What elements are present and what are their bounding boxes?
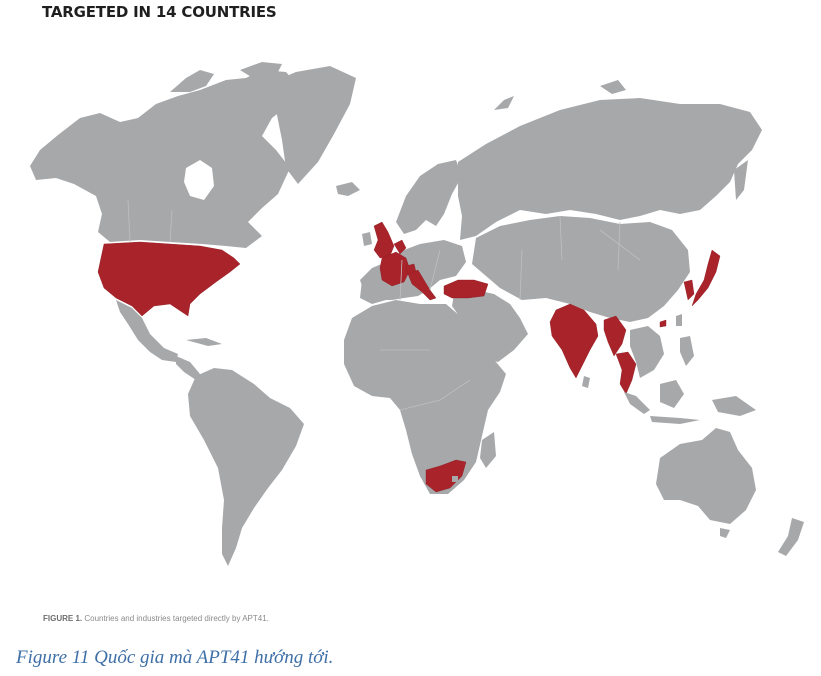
australia bbox=[656, 428, 756, 524]
figure-caption: FIGURE 1. Countries and industries targe… bbox=[43, 614, 269, 623]
map-title: TARGETED IN 14 COUNTRIES bbox=[42, 3, 277, 21]
united-states bbox=[97, 241, 241, 317]
north-america bbox=[30, 62, 300, 380]
russia bbox=[458, 98, 762, 240]
japan bbox=[691, 249, 721, 307]
turkey bbox=[443, 279, 489, 299]
severnaya-zemlya bbox=[600, 80, 626, 94]
south-africa bbox=[425, 459, 467, 493]
middle-east bbox=[452, 290, 528, 362]
africa bbox=[344, 300, 506, 494]
europe bbox=[360, 160, 466, 304]
tasmania bbox=[720, 528, 730, 538]
iceland bbox=[336, 182, 360, 196]
central-asia-china bbox=[472, 216, 690, 322]
java-islands bbox=[650, 416, 700, 424]
netherlands bbox=[393, 239, 407, 255]
myanmar bbox=[603, 315, 627, 357]
arctic-islands bbox=[170, 70, 214, 92]
document-caption: Figure 11 Quốc gia mà APT41 hướng tới. bbox=[16, 647, 334, 668]
italy bbox=[407, 269, 437, 301]
central-america bbox=[176, 356, 200, 380]
ireland bbox=[362, 232, 372, 246]
border-lines bbox=[127, 199, 641, 411]
sri-lanka bbox=[582, 376, 590, 388]
new-guinea bbox=[712, 396, 756, 416]
world-map-svg bbox=[30, 62, 804, 566]
kamchatka bbox=[734, 160, 748, 200]
iberia bbox=[360, 278, 390, 304]
philippines bbox=[680, 336, 694, 366]
new-zealand bbox=[778, 518, 804, 556]
lesotho bbox=[452, 476, 458, 482]
ellesmere-island bbox=[240, 62, 282, 80]
india bbox=[549, 303, 599, 379]
hong-kong bbox=[659, 319, 667, 328]
france bbox=[379, 251, 411, 287]
figure-caption-label: FIGURE 1. bbox=[43, 614, 83, 623]
south-america bbox=[188, 368, 304, 566]
baffin-island bbox=[226, 82, 270, 120]
novaya-zemlya bbox=[494, 96, 514, 110]
indochina bbox=[630, 326, 664, 378]
alaska-canada bbox=[30, 70, 300, 248]
thailand bbox=[615, 351, 637, 395]
mexico bbox=[116, 300, 178, 362]
hudson-bay bbox=[184, 160, 214, 200]
taiwan bbox=[676, 314, 682, 326]
figure-caption-text: Countries and industries targeted direct… bbox=[84, 614, 269, 623]
madagascar bbox=[480, 432, 496, 468]
borneo bbox=[660, 380, 684, 408]
world-map bbox=[30, 62, 804, 566]
cuba bbox=[186, 338, 222, 346]
greenland bbox=[268, 66, 356, 184]
united-kingdom bbox=[373, 221, 395, 259]
scandinavia bbox=[396, 160, 462, 234]
south-korea bbox=[683, 279, 695, 301]
sumatra bbox=[624, 392, 650, 414]
